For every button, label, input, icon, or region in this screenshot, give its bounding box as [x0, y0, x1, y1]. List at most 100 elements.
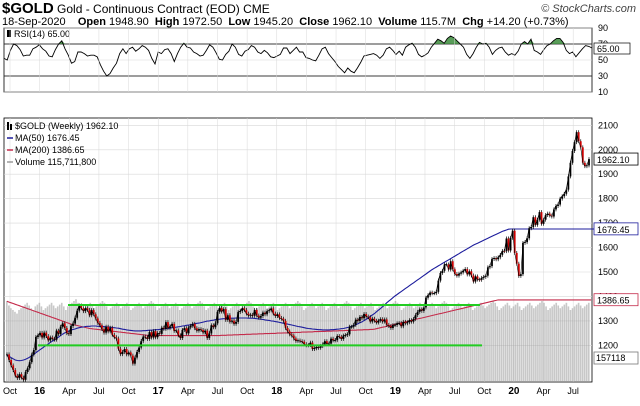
volume-bar	[408, 302, 411, 382]
price-candle	[365, 314, 368, 317]
price-candle	[319, 346, 322, 348]
volume-bar	[455, 304, 458, 382]
volume-bar	[565, 302, 568, 382]
price-candle	[581, 147, 584, 163]
volume-bar	[533, 308, 535, 382]
volume-bar	[270, 304, 273, 382]
price-candle	[30, 354, 33, 363]
price-candle	[328, 343, 330, 345]
volume-bar	[36, 304, 39, 382]
price-candle	[493, 258, 495, 260]
volume-bar	[290, 306, 293, 382]
volume-bar	[154, 306, 157, 382]
price-candle	[129, 352, 132, 356]
price-candle	[338, 336, 341, 337]
volume-bar	[557, 305, 560, 382]
price-candle	[32, 349, 35, 355]
volume-bar	[453, 306, 456, 382]
price-candle	[34, 337, 37, 350]
volume-bar	[189, 305, 191, 382]
volume-bar	[124, 304, 126, 382]
price-candle	[389, 326, 392, 328]
price-candle	[183, 328, 186, 330]
volume-bar	[235, 302, 238, 382]
volume-bar	[541, 301, 543, 382]
volume-bar	[486, 306, 488, 382]
volume-bar	[528, 302, 531, 382]
price-candle	[117, 338, 120, 349]
price-candle	[189, 325, 192, 328]
price-candle	[484, 275, 487, 277]
price-candle	[303, 341, 306, 345]
price-candle	[431, 292, 434, 294]
price-candle	[586, 165, 588, 167]
price-candle	[334, 340, 337, 341]
volume-bar	[581, 308, 584, 382]
price-candle	[10, 360, 13, 366]
price-candle	[567, 176, 570, 190]
rsi-tick-label: 50	[598, 55, 608, 65]
volume-bar	[484, 308, 486, 382]
volume-bar	[567, 306, 570, 382]
price-candle	[532, 217, 535, 228]
price-candle	[497, 257, 500, 260]
price-candle	[420, 309, 423, 311]
volume-bar	[494, 302, 496, 382]
price-candle	[206, 330, 209, 338]
price-candle	[193, 323, 196, 329]
price-candle	[513, 230, 516, 253]
price-candle	[315, 347, 318, 349]
x-tick-label: Oct	[477, 386, 492, 396]
price-candle	[563, 193, 566, 197]
watermark: © StockCharts.com	[541, 3, 636, 15]
price-candle	[489, 266, 491, 268]
volume-bar	[345, 301, 348, 382]
volume-bar	[264, 305, 267, 382]
price-candle	[272, 308, 275, 314]
volume-bar	[79, 306, 81, 382]
volume-bar	[467, 302, 470, 382]
price-candle	[235, 321, 237, 324]
volume-bar	[347, 302, 350, 382]
price-candle	[259, 316, 262, 318]
volume-bar	[429, 304, 431, 382]
x-tick-label: Oct	[240, 386, 255, 396]
volume-bar	[551, 306, 553, 382]
rsi-line	[3, 35, 593, 77]
price-candle	[224, 309, 227, 320]
volume-bar	[388, 306, 391, 382]
x-tick-label: 19	[390, 386, 402, 397]
price-candle	[65, 327, 68, 334]
price-candle	[410, 320, 413, 322]
volume-bar	[292, 304, 295, 382]
price-candle	[51, 337, 54, 339]
volume-bar	[465, 304, 468, 382]
chg-label: Chg	[462, 16, 484, 28]
volume-bar	[148, 302, 151, 382]
rsi-tick-label: 30	[598, 71, 608, 81]
high-label: High	[154, 16, 180, 28]
price-candle	[359, 316, 361, 321]
volume-bar	[260, 304, 262, 382]
price-candle	[59, 326, 62, 335]
price-candle	[49, 337, 52, 341]
price-candle	[113, 334, 116, 338]
price-candle	[507, 238, 510, 251]
volume-bar	[547, 310, 549, 382]
volume-bar	[244, 304, 246, 382]
price-candle	[105, 326, 107, 333]
rsi-legend-swatch	[7, 30, 11, 37]
price-candle	[150, 332, 153, 338]
volume-bar	[427, 306, 429, 382]
volume-value-label: 157118	[596, 353, 625, 363]
price-candle	[90, 310, 93, 316]
volume-bar	[431, 302, 433, 382]
price-candle	[216, 311, 219, 324]
volume-bar	[480, 302, 482, 382]
price-candle	[26, 368, 29, 372]
volume-bar	[339, 306, 342, 382]
volume-bar	[569, 310, 572, 382]
price-candle	[212, 325, 215, 328]
ma200-legend-entry: MA(200) 1386.65	[15, 145, 85, 155]
volume-bar	[406, 304, 409, 382]
